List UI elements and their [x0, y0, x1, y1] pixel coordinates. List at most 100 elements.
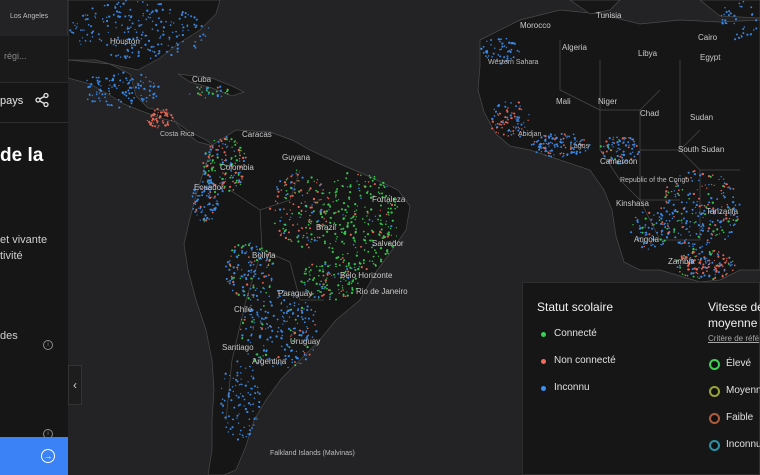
school-dot: [243, 426, 245, 429]
school-dot: [706, 266, 709, 269]
share-icon[interactable]: [34, 92, 50, 108]
school-dot: [194, 40, 197, 43]
school-dot: [140, 94, 142, 97]
school-dot: [228, 185, 232, 189]
school-dot: [322, 189, 324, 191]
school-dot: [383, 186, 386, 189]
school-dot: [734, 204, 737, 206]
school-dot: [305, 289, 307, 291]
school-dot: [157, 3, 159, 6]
school-dot: [134, 86, 138, 89]
school-dot: [309, 214, 311, 217]
school-dot: [388, 194, 391, 197]
region-search[interactable]: régi...: [0, 36, 68, 83]
school-dot: [206, 180, 209, 182]
school-dot: [337, 210, 340, 213]
school-dot: [268, 251, 271, 254]
map-label: Chad: [640, 109, 659, 118]
school-dot: [658, 216, 661, 218]
school-dot: [329, 205, 331, 207]
school-dot: [249, 403, 252, 406]
school-dot: [170, 53, 173, 57]
school-dot: [223, 159, 226, 162]
school-dot: [641, 211, 644, 214]
map-label: Los Angeles: [10, 13, 49, 20]
map-label: Republic of the Congo: [620, 177, 689, 184]
school-dot: [693, 267, 696, 270]
school-dot: [691, 212, 694, 215]
school-dot: [374, 215, 377, 217]
school-dot: [252, 284, 255, 287]
school-dot: [722, 219, 725, 222]
school-dot: [303, 353, 306, 356]
school-dot: [390, 234, 392, 236]
school-dot: [574, 139, 576, 141]
map-label: Chile: [234, 305, 253, 314]
school-dot: [119, 15, 122, 18]
school-dot: [170, 114, 173, 117]
school-dot: [202, 33, 205, 36]
school-dot: [214, 207, 217, 211]
school-dot: [217, 140, 220, 143]
school-dot: [638, 225, 641, 227]
school-dot: [128, 86, 132, 89]
school-dot: [354, 202, 357, 206]
school-dot: [644, 217, 647, 220]
school-dot: [732, 224, 735, 227]
school-dot: [246, 251, 248, 253]
school-dot: [347, 252, 349, 255]
collapse-panel-button[interactable]: ‹: [68, 365, 82, 405]
school-dot: [249, 242, 252, 244]
school-dot: [322, 234, 325, 237]
school-dot: [505, 109, 508, 112]
school-dot: [394, 204, 396, 207]
school-dot: [383, 236, 386, 239]
school-dot: [727, 220, 730, 223]
panel-description: et vivante tivité: [0, 232, 47, 264]
school-dot: [660, 244, 663, 246]
school-dot: [263, 318, 265, 321]
school-dot: [252, 270, 255, 273]
criteria-link[interactable]: Critère de réfé: [708, 334, 760, 343]
search-input[interactable]: régi...: [4, 51, 27, 61]
school-dot: [730, 214, 732, 216]
school-dot: [340, 258, 342, 261]
school-dot: [160, 43, 163, 46]
legend-ring-unknown: [709, 440, 720, 451]
school-dot: [239, 365, 242, 368]
school-dot: [250, 269, 253, 272]
school-dot: [705, 243, 708, 246]
school-dot: [204, 97, 207, 99]
school-dot: [660, 231, 663, 234]
school-dot: [232, 266, 235, 269]
school-dot: [201, 194, 204, 197]
school-dot: [656, 212, 659, 215]
school-dot: [674, 180, 677, 183]
school-dot: [644, 234, 647, 236]
info-icon[interactable]: i: [43, 340, 53, 350]
school-dot: [326, 277, 328, 279]
school-dot: [206, 181, 209, 183]
school-dot: [699, 260, 701, 263]
school-dot: [700, 213, 703, 216]
school-dot: [248, 432, 251, 436]
school-dot: [379, 230, 382, 233]
map-label: Western Sahara: [488, 59, 539, 66]
school-dot: [212, 182, 215, 185]
school-dot: [495, 124, 497, 126]
school-dot: [97, 33, 100, 36]
school-dot: [732, 196, 735, 199]
school-dot: [141, 1, 144, 3]
school-dot: [378, 233, 381, 236]
school-dot: [308, 278, 311, 281]
school-dot: [737, 36, 741, 40]
school-dot: [346, 224, 349, 227]
school-dot: [334, 211, 337, 214]
school-dot: [86, 14, 89, 17]
school-dot: [553, 146, 556, 148]
school-dot: [256, 313, 259, 316]
explore-button[interactable]: →: [0, 437, 68, 475]
school-dot: [699, 261, 702, 264]
school-dot: [260, 317, 264, 320]
